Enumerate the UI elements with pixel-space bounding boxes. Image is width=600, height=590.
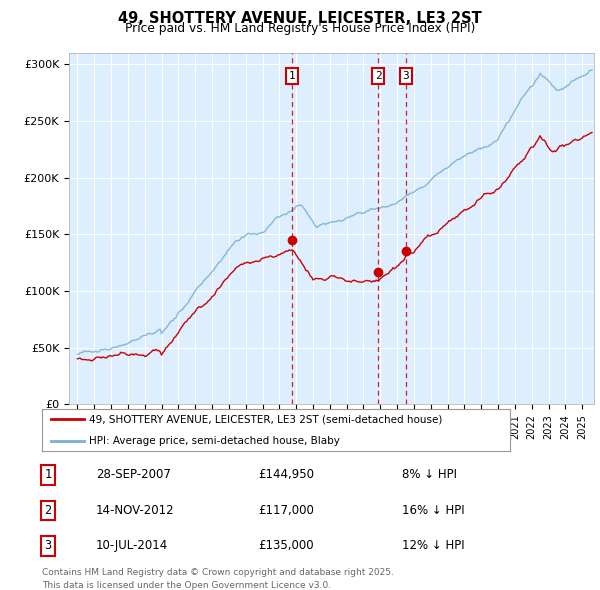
Text: 3: 3	[403, 71, 409, 81]
Text: 49, SHOTTERY AVENUE, LEICESTER, LE3 2ST (semi-detached house): 49, SHOTTERY AVENUE, LEICESTER, LE3 2ST …	[89, 415, 442, 424]
Text: 12% ↓ HPI: 12% ↓ HPI	[402, 539, 464, 552]
Text: 1: 1	[44, 468, 52, 481]
Text: £117,000: £117,000	[258, 504, 314, 517]
Text: 10-JUL-2014: 10-JUL-2014	[96, 539, 168, 552]
Text: 8% ↓ HPI: 8% ↓ HPI	[402, 468, 457, 481]
Text: 14-NOV-2012: 14-NOV-2012	[96, 504, 175, 517]
Text: Contains HM Land Registry data © Crown copyright and database right 2025.
This d: Contains HM Land Registry data © Crown c…	[42, 568, 394, 590]
Text: Price paid vs. HM Land Registry's House Price Index (HPI): Price paid vs. HM Land Registry's House …	[125, 22, 475, 35]
Text: 2: 2	[44, 504, 52, 517]
Text: £135,000: £135,000	[258, 539, 314, 552]
Text: £144,950: £144,950	[258, 468, 314, 481]
Text: 28-SEP-2007: 28-SEP-2007	[96, 468, 171, 481]
Text: 49, SHOTTERY AVENUE, LEICESTER, LE3 2ST: 49, SHOTTERY AVENUE, LEICESTER, LE3 2ST	[118, 11, 482, 25]
Text: 3: 3	[44, 539, 52, 552]
Text: 16% ↓ HPI: 16% ↓ HPI	[402, 504, 464, 517]
Text: HPI: Average price, semi-detached house, Blaby: HPI: Average price, semi-detached house,…	[89, 436, 340, 445]
Text: 1: 1	[289, 71, 295, 81]
Text: 2: 2	[375, 71, 382, 81]
